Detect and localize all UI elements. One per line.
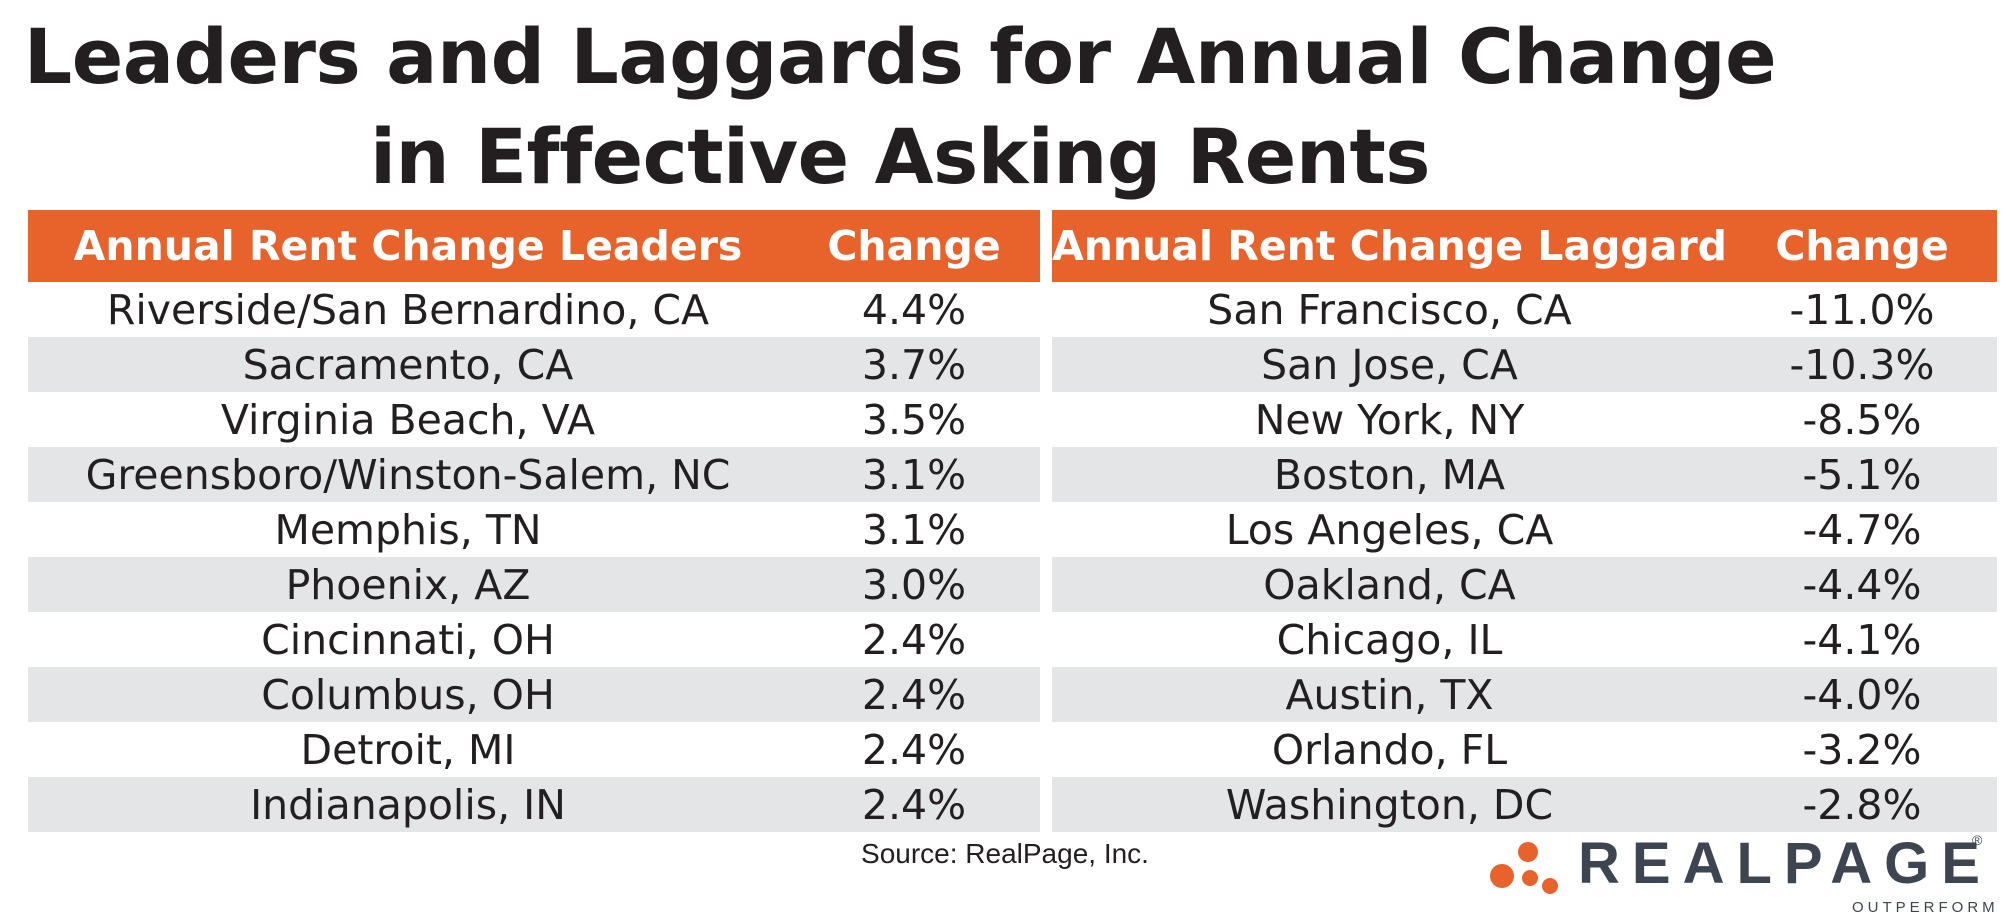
laggards-header-row: Annual Rent Change Laggards Change bbox=[1052, 210, 1997, 282]
leaders-table-row: Cincinnati, OH 2.4% bbox=[28, 612, 1040, 667]
laggards-change-cell: -11.0% bbox=[1789, 285, 1935, 334]
chart-title-line-1: Leaders and Laggards for Annual Change bbox=[23, 12, 1777, 101]
leaders-market-cell: Virginia Beach, VA bbox=[220, 395, 596, 444]
leaders-header-market: Annual Rent Change Leaders bbox=[73, 222, 743, 270]
laggards-market-cell: San Jose, CA bbox=[1261, 340, 1518, 389]
leaders-table-row: Greensboro/Winston-Salem, NC 3.1% bbox=[28, 447, 1040, 502]
logo-registered-mark: ® bbox=[1972, 832, 1983, 848]
laggards-market-cell: Austin, TX bbox=[1285, 670, 1494, 719]
laggards-table-row: San Jose, CA -10.3% bbox=[1052, 337, 1997, 392]
leaders-table: Annual Rent Change Leaders Change Rivers… bbox=[28, 210, 1040, 832]
realpage-logo: REALPAGE ® OUTPERFORM bbox=[1480, 826, 2000, 916]
laggards-market-cell: Boston, MA bbox=[1273, 450, 1506, 499]
leaders-table-row: Detroit, MI 2.4% bbox=[28, 722, 1040, 777]
laggards-market-cell: Washington, DC bbox=[1225, 780, 1554, 829]
leaders-change-cell: 3.5% bbox=[861, 395, 967, 444]
leaders-change-cell: 2.4% bbox=[861, 670, 967, 719]
laggards-change-cell: -4.4% bbox=[1802, 560, 1922, 609]
leaders-change-cell: 3.1% bbox=[861, 450, 967, 499]
laggards-table-row: Los Angeles, CA -4.7% bbox=[1052, 502, 1997, 557]
laggards-table: Annual Rent Change Laggards Change San F… bbox=[1052, 210, 1997, 832]
laggards-table-row: Orlando, FL -3.2% bbox=[1052, 722, 1997, 777]
laggards-market-cell: Orlando, FL bbox=[1271, 725, 1508, 774]
laggards-change-cell: -4.1% bbox=[1802, 615, 1922, 664]
leaders-market-cell: Sacramento, CA bbox=[242, 340, 574, 389]
leaders-market-cell: Detroit, MI bbox=[300, 725, 516, 774]
laggards-table-row: Austin, TX -4.0% bbox=[1052, 667, 1997, 722]
laggards-market-cell: Oakland, CA bbox=[1263, 560, 1516, 609]
source-note: Source: RealPage, Inc. bbox=[861, 838, 1149, 869]
laggards-change-cell: -5.1% bbox=[1802, 450, 1922, 499]
laggards-market-cell: New York, NY bbox=[1254, 395, 1525, 444]
logo-wordmark: REALPAGE bbox=[1578, 831, 1992, 896]
logo-tagline: OUTPERFORM bbox=[1852, 899, 1999, 916]
laggards-change-cell: -2.8% bbox=[1802, 780, 1922, 829]
leaders-market-cell: Columbus, OH bbox=[261, 670, 555, 719]
leaders-change-cell: 3.1% bbox=[861, 505, 967, 554]
laggards-table-row: Oakland, CA -4.4% bbox=[1052, 557, 1997, 612]
laggards-market-cell: Los Angeles, CA bbox=[1225, 505, 1554, 554]
leaders-header-change: Change bbox=[827, 222, 1001, 270]
leaders-market-cell: Indianapolis, IN bbox=[250, 780, 566, 829]
laggards-header-change: Change bbox=[1775, 222, 1949, 270]
leaders-market-cell: Phoenix, AZ bbox=[285, 560, 531, 609]
leaders-market-cell: Cincinnati, OH bbox=[261, 615, 555, 664]
leaders-change-cell: 2.4% bbox=[861, 615, 967, 664]
laggards-change-cell: -3.2% bbox=[1802, 725, 1922, 774]
leaders-table-row: Columbus, OH 2.4% bbox=[28, 667, 1040, 722]
chart-title-line-2: in Effective Asking Rents bbox=[369, 112, 1431, 201]
laggards-table-row: San Francisco, CA -11.0% bbox=[1052, 282, 1997, 337]
laggards-change-cell: -4.0% bbox=[1802, 670, 1922, 719]
leaders-table-row: Phoenix, AZ 3.0% bbox=[28, 557, 1040, 612]
leaders-table-row: Indianapolis, IN 2.4% bbox=[28, 777, 1040, 832]
laggards-table-row: Boston, MA -5.1% bbox=[1052, 447, 1997, 502]
laggards-table-row: New York, NY -8.5% bbox=[1052, 392, 1997, 447]
laggards-change-cell: -8.5% bbox=[1802, 395, 1922, 444]
leaders-table-row: Virginia Beach, VA 3.5% bbox=[28, 392, 1040, 447]
leaders-market-cell: Greensboro/Winston-Salem, NC bbox=[85, 450, 731, 499]
laggards-header-market: Annual Rent Change Laggards bbox=[1052, 222, 1727, 270]
leaders-change-cell: 3.0% bbox=[861, 560, 967, 609]
leaders-change-cell: 4.4% bbox=[861, 285, 967, 334]
leaders-change-cell: 2.4% bbox=[861, 725, 967, 774]
leaders-market-cell: Memphis, TN bbox=[274, 505, 542, 554]
laggards-market-cell: Chicago, IL bbox=[1276, 615, 1503, 664]
laggards-table-row: Washington, DC -2.8% bbox=[1052, 777, 1997, 832]
laggards-table-row: Chicago, IL -4.1% bbox=[1052, 612, 1997, 667]
laggards-change-cell: -10.3% bbox=[1789, 340, 1935, 389]
leaders-change-cell: 3.7% bbox=[861, 340, 967, 389]
laggards-change-cell: -4.7% bbox=[1802, 505, 1922, 554]
leaders-market-cell: Riverside/San Bernardino, CA bbox=[106, 285, 710, 334]
laggards-market-cell: San Francisco, CA bbox=[1207, 285, 1572, 334]
leaders-change-cell: 2.4% bbox=[861, 780, 967, 829]
leaders-header-row: Annual Rent Change Leaders Change bbox=[28, 210, 1040, 282]
leaders-table-row: Riverside/San Bernardino, CA 4.4% bbox=[28, 282, 1040, 337]
leaders-table-row: Memphis, TN 3.1% bbox=[28, 502, 1040, 557]
leaders-table-row: Sacramento, CA 3.7% bbox=[28, 337, 1040, 392]
